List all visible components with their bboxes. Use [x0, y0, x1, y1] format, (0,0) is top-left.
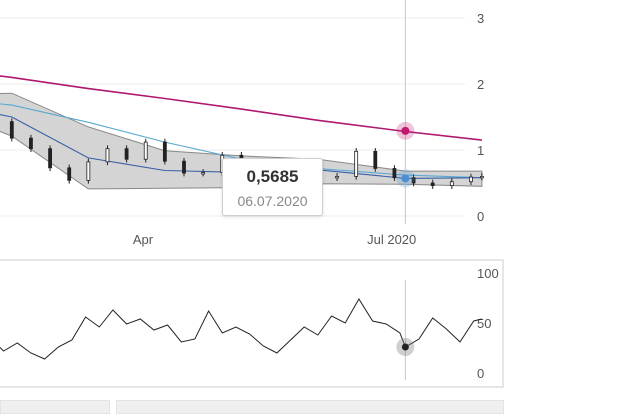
footer-panel-right — [116, 400, 504, 414]
osc-y-tick-label: 0 — [477, 366, 484, 381]
x-tick-label: Jul 2020 — [367, 232, 416, 247]
marker-dot — [401, 174, 410, 183]
candle-body — [86, 161, 91, 181]
candle-body — [162, 141, 167, 162]
candle-body — [124, 148, 129, 160]
oscillator-chart[interactable]: 0 50 100 — [0, 258, 632, 398]
y-tick-label: 1 — [477, 143, 484, 158]
candle-body — [469, 176, 473, 183]
y-tick-label: 2 — [477, 77, 484, 92]
candle-body — [373, 150, 378, 169]
candle-body — [48, 148, 52, 169]
osc-marker-dot — [401, 343, 409, 351]
candle-body — [449, 181, 454, 187]
candle-body — [9, 121, 14, 139]
price-chart[interactable]: 0 1 2 3 Apr Jul 2020 — [0, 0, 632, 255]
value-tooltip: 0,5685 06.07.2020 — [222, 158, 323, 216]
osc-y-tick-label: 100 — [477, 266, 499, 281]
candle-body — [201, 172, 206, 175]
candle-body — [479, 175, 484, 179]
y-tick-label: 0 — [477, 209, 484, 224]
hover-markers — [396, 121, 415, 188]
candle-body — [182, 160, 186, 174]
footer-panel-left — [0, 400, 110, 414]
candle-body — [354, 150, 359, 177]
price-axis: 0 1 2 3 Apr Jul 2020 — [133, 11, 484, 247]
oscillator-line — [0, 298, 483, 360]
tooltip-value: 0,5685 — [246, 167, 299, 186]
candle-body — [29, 137, 33, 150]
candle-body — [430, 182, 435, 187]
oscillator-crosshair — [396, 280, 415, 380]
candle-body — [105, 148, 110, 163]
candle-body — [143, 141, 148, 160]
y-tick-label: 3 — [477, 11, 484, 26]
moving-average-line — [0, 75, 482, 141]
osc-y-tick-label: 50 — [477, 316, 491, 331]
marker-dot — [401, 126, 410, 135]
x-tick-label: Apr — [133, 232, 154, 247]
candle-body — [335, 175, 339, 179]
oscillator-axis: 0 50 100 — [477, 266, 499, 381]
tooltip-date: 06.07.2020 — [237, 193, 308, 209]
band-area — [0, 92, 483, 190]
bollinger-band — [0, 92, 483, 190]
oscillator-frame — [0, 259, 504, 388]
moving-average-line — [0, 103, 482, 179]
candle-body — [411, 177, 416, 184]
candle-body — [392, 168, 397, 179]
candle-body — [67, 167, 72, 181]
oscillator-line-group — [0, 298, 483, 360]
